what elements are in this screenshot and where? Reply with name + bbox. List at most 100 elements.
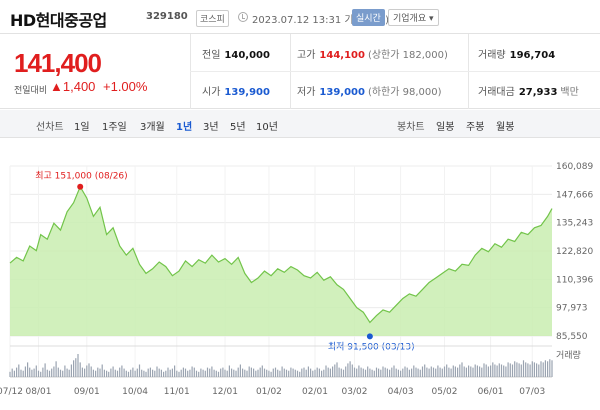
volume-bar	[257, 369, 259, 377]
volume-bar	[228, 365, 230, 377]
y-tick-label: 122,820	[556, 247, 593, 257]
volume-bar	[231, 368, 233, 377]
candle-weekly[interactable]: 주봉	[466, 122, 485, 133]
volume-bar	[277, 369, 279, 377]
volume-bar	[347, 363, 349, 377]
volume-bar	[332, 366, 334, 377]
volume-bar	[211, 366, 213, 377]
stock-code: 329180	[146, 11, 188, 22]
volume-bar	[329, 368, 331, 377]
period-1y[interactable]: 1년	[176, 122, 193, 133]
volume-bar	[136, 368, 138, 377]
stock-name: HD현대중공업	[10, 11, 107, 30]
volume-bar	[220, 368, 222, 377]
candle-monthly[interactable]: 월봉	[496, 122, 515, 133]
candle-daily[interactable]: 일봉	[436, 122, 455, 133]
volume-bar	[31, 369, 33, 377]
volume-bar	[114, 369, 116, 377]
x-tick-label: 11/01	[164, 387, 190, 397]
volume-bar	[145, 371, 147, 377]
volume-bar	[356, 368, 358, 377]
period-1w[interactable]: 1주일	[102, 122, 127, 133]
volume-bar	[472, 367, 474, 377]
volume-bar	[171, 368, 173, 377]
volume-bar	[351, 364, 353, 377]
period-1d[interactable]: 1일	[74, 122, 90, 133]
candle-chart-label: 봉차트	[397, 122, 425, 133]
volume-bar	[547, 361, 549, 377]
volume-bar	[514, 361, 516, 377]
volume-bar	[226, 370, 228, 377]
volume-bar	[496, 365, 498, 377]
volume-bar	[274, 367, 277, 377]
volume-bar	[492, 362, 494, 377]
price-line	[9, 185, 553, 324]
volume-bar	[206, 367, 209, 377]
volume-bar	[169, 369, 171, 377]
volume-bar	[9, 371, 11, 377]
volume-bar	[474, 364, 476, 377]
company-info-dropdown[interactable]: 기업개요 ▾	[388, 9, 439, 26]
volume-bar	[143, 370, 145, 377]
volume-bar	[90, 366, 92, 377]
volume-bar	[485, 364, 487, 377]
volume-bar	[544, 360, 546, 377]
volume-bar	[167, 367, 169, 377]
volume-bar	[476, 365, 478, 377]
volume-bar	[217, 371, 220, 377]
volume-bar	[268, 370, 270, 377]
volume-bar	[321, 370, 323, 377]
volume-bar	[248, 366, 250, 377]
volume-bar	[505, 366, 507, 377]
volume-bar	[119, 367, 121, 377]
volume-bar	[430, 366, 432, 377]
x-tick-label: 05/02	[432, 387, 458, 397]
volume-bar	[371, 369, 373, 377]
y-tick-label: 147,666	[556, 190, 593, 200]
price-chart[interactable]: 160,089 147,666 135,243 122,820 110,396 97,97…	[0, 150, 600, 410]
volume-bar	[272, 368, 274, 377]
price-summary: 141,400 전일대비 ▲1,400 +1.00% 전일 140,000 고가 1…	[0, 34, 600, 109]
volume-bar	[13, 370, 15, 377]
volume-bar	[178, 371, 180, 377]
stat-high: 고가 144,100 (상한가 182,000)	[297, 50, 448, 61]
price-change: ▲1,400	[50, 79, 96, 94]
volume-bar	[18, 364, 20, 377]
volume-bar	[55, 361, 57, 377]
volume-bar	[37, 370, 40, 377]
x-tick-label: 04/03	[388, 387, 414, 397]
volume-bar	[494, 364, 496, 377]
volume-bar	[110, 368, 112, 377]
period-10y[interactable]: 10년	[256, 122, 278, 133]
volume-bar	[529, 364, 531, 377]
volume-bar	[522, 360, 525, 377]
volume-bar	[487, 366, 489, 377]
volume-bar	[536, 363, 538, 377]
period-3m[interactable]: 3개월	[140, 122, 165, 133]
volume-bar	[389, 369, 391, 377]
volume-bar	[285, 369, 288, 377]
volume-bar	[364, 369, 367, 377]
volume-bar	[138, 364, 141, 377]
period-3y[interactable]: 3년	[203, 122, 219, 133]
period-5y[interactable]: 5년	[230, 122, 246, 133]
volume-bar	[149, 367, 151, 377]
realtime-button[interactable]: 실시간	[352, 9, 385, 26]
volume-bar	[542, 362, 544, 377]
volume-bar	[406, 367, 408, 377]
volume-bar	[182, 367, 184, 377]
volume-bar	[538, 364, 540, 377]
volume-bar	[198, 371, 200, 377]
volume-bar	[402, 368, 404, 377]
volume-bar	[378, 368, 380, 377]
x-tick-label: 01/02	[256, 387, 282, 397]
volume-bar	[375, 367, 378, 377]
x-tick-label: 03/02	[342, 387, 368, 397]
volume-bar	[112, 366, 114, 377]
volume-bar	[68, 369, 70, 377]
x-tick-label: 08/01	[26, 387, 52, 397]
volume-bar	[242, 368, 244, 377]
volume-bar	[81, 367, 83, 377]
y-tick-label: 110,396	[556, 275, 593, 285]
volume-bar	[42, 367, 44, 377]
